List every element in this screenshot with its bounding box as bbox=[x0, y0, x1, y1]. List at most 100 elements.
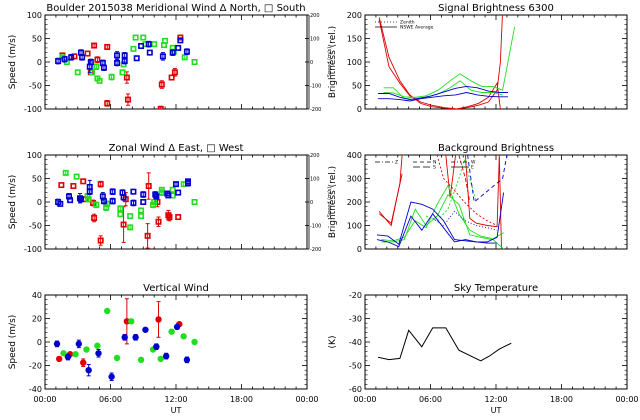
y-tick-label: -40 bbox=[29, 385, 42, 394]
data-point bbox=[171, 69, 178, 76]
y-axis-title: Brightness (rel.) bbox=[328, 26, 338, 98]
data-point bbox=[55, 355, 63, 363]
background-data bbox=[376, 155, 508, 249]
right-y-tick-label: -100 bbox=[310, 84, 321, 90]
data-point bbox=[168, 328, 175, 335]
series-line bbox=[383, 80, 503, 98]
data-point bbox=[57, 200, 64, 207]
y-tick-label: -20 bbox=[349, 291, 362, 300]
data-point bbox=[153, 343, 160, 350]
data-point bbox=[159, 53, 166, 60]
data-point bbox=[191, 338, 198, 346]
data-point bbox=[60, 350, 67, 357]
data-point bbox=[142, 326, 149, 333]
y-axis-title: Speed (m/s) bbox=[8, 35, 18, 90]
data-point bbox=[100, 198, 107, 205]
x-tick-label: 06:00 bbox=[419, 395, 442, 404]
y-tick-label: 0 bbox=[37, 338, 42, 347]
data-point bbox=[58, 182, 65, 189]
data-point bbox=[104, 307, 111, 315]
vertical-panel: 40 20 0 -20 -40 Speed (m/s) bbox=[8, 291, 308, 394]
y-tick-label: -50 bbox=[29, 222, 42, 231]
y-tick-label: 100 bbox=[347, 222, 362, 231]
y-tick-label: -50 bbox=[349, 362, 362, 371]
data-point bbox=[96, 77, 103, 84]
right-axis-title: Speed (m/s) bbox=[327, 187, 333, 217]
data-point bbox=[177, 37, 184, 44]
signal-data bbox=[378, 15, 516, 109]
zonal-title: Zonal Wind Δ East, □ West bbox=[109, 143, 244, 154]
data-point bbox=[108, 373, 115, 380]
y-tick-label: 50 bbox=[352, 82, 362, 91]
y-tick-label: -50 bbox=[29, 82, 42, 91]
legend-label: W bbox=[471, 160, 476, 166]
data-point bbox=[121, 334, 128, 341]
data-point bbox=[153, 193, 160, 200]
legend-label: Z bbox=[395, 160, 398, 166]
series-line bbox=[467, 155, 508, 203]
data-point bbox=[123, 74, 130, 81]
data-point bbox=[85, 196, 92, 203]
x-tick-label: 00:00 bbox=[615, 395, 638, 404]
meridional-panel: 100 50 0 -50 -100 Speed (m/s) 200 100 0 -100 -200 S… bbox=[8, 11, 333, 114]
data-point bbox=[104, 100, 111, 107]
data-point bbox=[173, 323, 181, 331]
y-tick-label: 20 bbox=[32, 315, 42, 324]
data-point bbox=[130, 45, 137, 52]
data-point bbox=[62, 169, 69, 176]
data-point bbox=[85, 367, 92, 374]
data-point bbox=[158, 81, 165, 88]
data-point bbox=[140, 34, 147, 41]
y-tick-label: 40 bbox=[32, 291, 42, 300]
data-point bbox=[140, 199, 147, 206]
data-point bbox=[84, 50, 91, 57]
data-point bbox=[165, 192, 172, 199]
meridional-title: Boulder 2015038 Meridional Wind Δ North,… bbox=[46, 3, 305, 14]
data-point bbox=[128, 318, 135, 325]
y-tick-label: 0 bbox=[357, 105, 362, 114]
y-tick-label: 0 bbox=[37, 198, 42, 207]
data-point bbox=[140, 191, 147, 198]
data-point bbox=[183, 48, 190, 55]
data-point bbox=[144, 232, 151, 239]
right-y-tick-label: -100 bbox=[310, 224, 321, 230]
y-tick-label: 400 bbox=[347, 151, 362, 160]
series-line bbox=[432, 210, 498, 231]
y-axis-title: (K) bbox=[328, 336, 338, 349]
data-point bbox=[155, 218, 162, 225]
data-point bbox=[175, 44, 182, 51]
data-point bbox=[79, 54, 86, 61]
data-point bbox=[124, 96, 131, 103]
data-point bbox=[191, 58, 198, 65]
plot-frame bbox=[364, 154, 628, 250]
signal-panel: 200 150 100 50 0 Brightness (rel.) ZenithNSWE … bbox=[328, 11, 628, 114]
data-point bbox=[158, 186, 165, 193]
x-tick-label: 00:00 bbox=[353, 395, 376, 404]
legend-label: E bbox=[471, 165, 474, 171]
x-tick-label: 18:00 bbox=[550, 395, 573, 404]
data-point bbox=[120, 194, 127, 201]
y-tick-label: 100 bbox=[27, 151, 42, 160]
data-point bbox=[94, 56, 101, 63]
data-point bbox=[55, 58, 62, 65]
y-tick-label: 150 bbox=[347, 35, 362, 44]
x-tick-label: 00:00 bbox=[295, 395, 318, 404]
data-point bbox=[157, 355, 164, 363]
y-tick-label: -100 bbox=[24, 105, 42, 114]
series-line bbox=[445, 155, 502, 249]
data-point bbox=[86, 188, 93, 195]
background-panel: 400 300 200 100 0 Brightness (rel.) Z NS WE bbox=[328, 151, 628, 254]
y-tick-label: 300 bbox=[347, 175, 362, 184]
data-point bbox=[97, 181, 104, 188]
x-tick-label: 12:00 bbox=[484, 395, 507, 404]
data-point bbox=[113, 354, 121, 362]
legend-label: N bbox=[433, 160, 436, 166]
data-point bbox=[119, 69, 126, 76]
data-point bbox=[151, 199, 158, 206]
right-y-tick-label: 100 bbox=[310, 37, 320, 43]
sky-data bbox=[377, 327, 512, 362]
right-y-tick-label: 100 bbox=[310, 177, 320, 183]
x-tick-label: 12:00 bbox=[164, 395, 187, 404]
x-axis-title: UT bbox=[491, 406, 502, 415]
data-point bbox=[121, 58, 128, 65]
